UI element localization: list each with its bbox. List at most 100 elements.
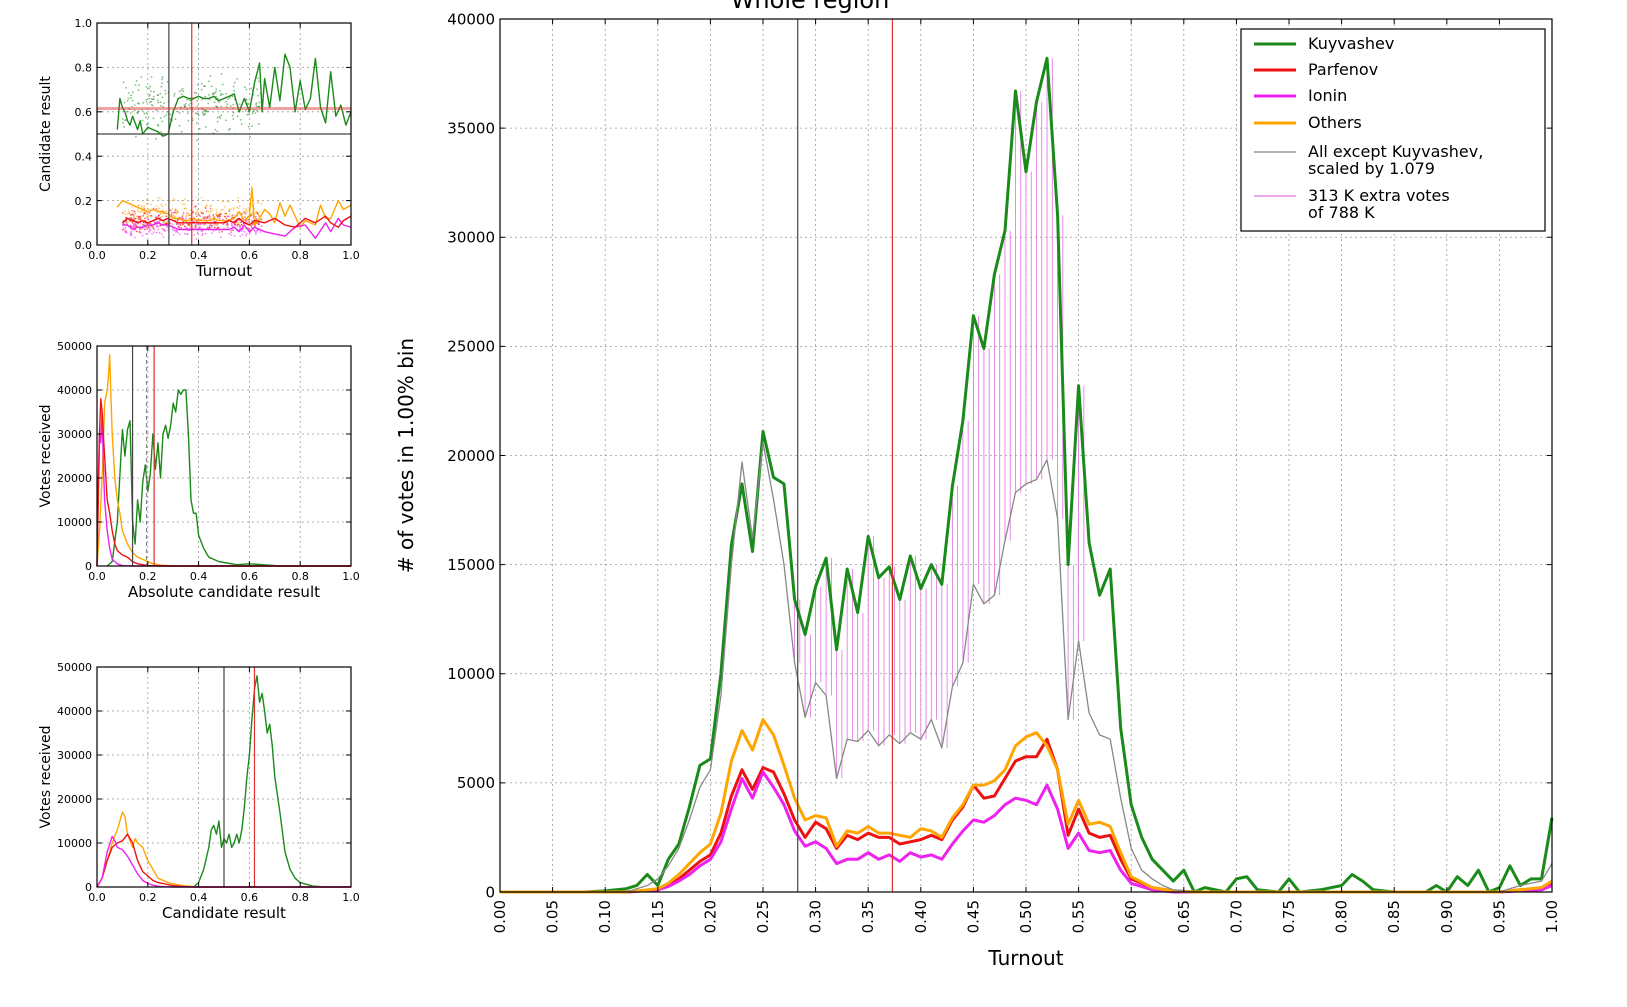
scatter-point: [169, 199, 172, 202]
scatter-point: [199, 215, 202, 218]
absolute-axes-frame: [96, 345, 352, 567]
main-x-axis-label: Turnout: [987, 946, 1063, 970]
absolute-xtick-label: 0.8: [291, 570, 309, 583]
scatter-point: [232, 111, 235, 114]
scatter-point: [208, 213, 211, 216]
scatter-point: [132, 91, 134, 94]
scatter-point: [156, 196, 159, 199]
scatter-point: [161, 82, 163, 85]
scatter-point: [159, 101, 162, 104]
scatter-point: [178, 112, 181, 114]
scatter-point: [250, 225, 253, 228]
scatter-point: [155, 208, 158, 210]
scatter-point: [231, 114, 234, 117]
scatter-ytick-label: 0.0: [75, 239, 93, 252]
scatter-point: [135, 230, 138, 233]
scatter-point: [228, 210, 231, 212]
scatter-point: [128, 108, 131, 110]
scatter-point: [193, 91, 196, 94]
scatter-point: [125, 220, 128, 223]
scatter-point: [130, 217, 133, 220]
scatter-point: [125, 119, 127, 122]
scatter-point: [157, 101, 159, 104]
scatter-point: [236, 224, 239, 227]
scatter-point: [166, 220, 169, 223]
scatter-point: [139, 211, 142, 213]
scatter-point: [134, 84, 137, 86]
scatter-point: [160, 233, 163, 235]
main-ytick-label: 35000: [447, 119, 495, 137]
scatter-point: [218, 217, 221, 220]
scatter-point: [165, 210, 168, 213]
scatter-point: [215, 213, 218, 215]
scatter-point: [222, 209, 225, 211]
scatter-point: [145, 226, 148, 229]
scatter-point: [201, 232, 204, 235]
scatter-point: [245, 207, 247, 210]
scatter-axes-frame: [96, 22, 352, 246]
scatter-point: [216, 106, 219, 109]
scatter-point: [229, 96, 231, 99]
scatter-point: [224, 215, 227, 218]
scatter-point: [158, 214, 160, 217]
scatter-point: [246, 219, 248, 222]
scatter-point: [140, 205, 143, 208]
scatter-point: [176, 211, 179, 214]
scatter-point: [241, 230, 243, 232]
scatter-point: [199, 223, 202, 226]
absolute-result-chart: 0.0 0.2 0.4 0.6 0.8 1.0 0 10000 20000 30000 40000 5…: [38, 340, 360, 601]
scatter-point: [182, 90, 185, 92]
scatter-ytick-label: 0.2: [75, 195, 93, 208]
scatter-point: [225, 106, 228, 108]
scatter-point: [194, 212, 197, 215]
scatter-point: [160, 131, 163, 134]
scatter-point: [126, 99, 129, 102]
scatter-point: [206, 226, 209, 229]
scatter-point: [220, 236, 222, 239]
scatter-point: [258, 106, 260, 108]
scatter-point: [213, 226, 216, 229]
scatter-point: [157, 124, 160, 127]
scatter-point: [196, 223, 199, 226]
scatter-point: [143, 217, 146, 220]
scatter-point: [215, 88, 218, 91]
scatter-point: [185, 215, 187, 218]
absolute-xtick-label: 0.4: [190, 570, 208, 583]
scatter-point: [145, 202, 148, 205]
scatter-point: [131, 105, 134, 108]
scatter-point: [218, 115, 221, 118]
absolute-ytick-label: 10000: [57, 516, 92, 529]
scatter-point: [211, 232, 214, 235]
scatter-point: [189, 213, 192, 215]
scatter-point: [127, 97, 130, 100]
scatter-point: [155, 231, 158, 234]
scatter-point: [196, 112, 199, 115]
scatter-point: [205, 204, 208, 207]
scatter-point: [121, 229, 124, 231]
scatter-point: [176, 219, 179, 222]
scatter-point: [175, 229, 178, 232]
main-series-ionin: [500, 770, 1553, 894]
scatter-cloud-parfenov: [121, 205, 263, 234]
scatter-point: [155, 109, 158, 112]
scatter-point: [196, 214, 199, 216]
scatter-point: [225, 92, 228, 95]
scatter-point: [181, 203, 184, 206]
scatter-point: [183, 232, 186, 235]
scatter-point: [209, 207, 212, 210]
scatter-point: [135, 135, 137, 138]
relative-ytick-label: 20000: [57, 793, 92, 806]
scatter-point: [122, 121, 125, 124]
scatter-point: [172, 197, 175, 200]
scatter-point: [236, 78, 239, 80]
scatter-point: [166, 81, 169, 83]
scatter-point: [195, 92, 198, 95]
scatter-point: [156, 220, 159, 223]
scatter-point: [248, 113, 250, 116]
legend-label-kuyvashev: Kuyvashev: [1308, 34, 1394, 53]
absolute-xtick-label: 1.0: [342, 570, 360, 583]
scatter-point: [132, 224, 135, 227]
scatter-point: [160, 104, 162, 107]
scatter-point: [135, 215, 138, 218]
scatter-point: [130, 230, 133, 233]
